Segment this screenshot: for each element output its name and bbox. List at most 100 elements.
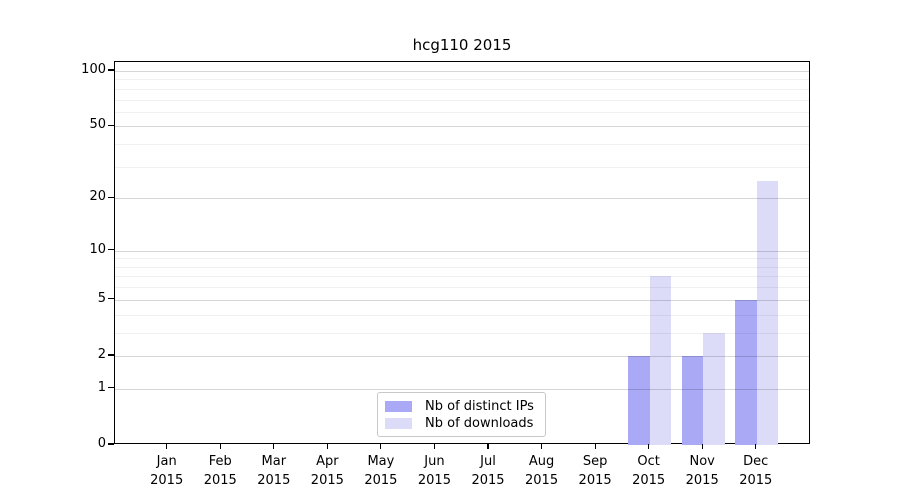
x-axis-tick-mark-jan-2015 [166,444,168,449]
y-axis-tick-label-10: 10 [89,241,106,257]
y-gridline-major-5 [115,299,809,301]
y-axis-tick-label-0: 0 [97,436,106,451]
y-axis-tick-label-5: 5 [97,290,106,306]
x-axis-tick-label-line: 2015 [150,473,184,488]
x-axis-tick-mark-sep-2015 [594,444,596,449]
legend: Nb of distinct IPs Nb of downloads [377,392,546,437]
x-axis-tick-mark-jun-2015 [433,444,436,449]
grid-layer [115,62,809,443]
y-gridline-minor-80 [115,88,809,90]
plot-area [114,61,810,445]
x-axis-tick-label-line: 2015 [203,473,237,488]
y-axis-tick-mark-5 [108,298,114,300]
y-axis-tick-label-50: 50 [89,117,106,133]
x-axis-tick-label-line: Jun [424,454,445,469]
legend-label-distinct-ips: Nb of distinct IPs [425,399,534,414]
x-axis-tick-label-aug-2015: Aug 2015 [510,452,574,490]
x-axis-tick-label-line: Apr [316,454,339,469]
y-gridline-major-50 [115,126,809,128]
x-axis-tick-mark-jul-2015 [487,444,489,449]
legend-swatch-distinct-ips [385,401,412,412]
x-axis-tick-label-feb-2015: Feb 2015 [188,452,252,490]
x-axis-tick-label-line: 2015 [257,473,291,488]
x-axis-tick-label-line: 2015 [525,473,559,488]
y-gridline-major-1 [115,388,809,390]
y-axis-tick-mark-1 [108,387,114,389]
y-axis-tick-mark-10 [108,249,114,251]
x-axis-tick-label-line: Jan [156,454,177,469]
y-gridline-minor-3 [115,332,809,334]
x-axis-tick-label-line: 2015 [310,473,344,488]
x-axis-tick-mark-nov-2015 [701,444,703,449]
bars-layer [115,62,809,445]
y-gridline-minor-90 [115,79,809,81]
x-axis-tick-label-dec-2015: Dec 2015 [724,452,788,490]
y-gridline-minor-7 [115,276,809,278]
legend-label-downloads: Nb of downloads [425,416,534,431]
y-axis-tick-mark-0 [108,443,114,445]
x-axis-tick-label-line: 2015 [632,473,666,488]
y-gridline-minor-70 [115,99,809,101]
x-axis-tick-label-nov-2015: Nov 2015 [670,452,734,490]
y-gridline-minor-30 [115,166,809,168]
x-axis-tick-label-line: Aug [528,454,555,469]
x-axis-tick-label-line: Oct [637,454,660,469]
x-axis-tick-mark-aug-2015 [540,444,543,449]
x-axis-tick-mark-oct-2015 [648,444,650,449]
bar-distinct-ips-dec-2015 [735,299,757,445]
bar-distinct-ips-oct-2015 [628,355,650,445]
x-axis-tick-mark-apr-2015 [326,444,328,449]
y-gridline-minor-8 [115,266,809,268]
y-gridline-major-20 [115,198,809,200]
x-axis-tick-label-jan-2015: Jan 2015 [135,452,199,490]
bar-downloads-nov-2015 [703,332,725,445]
y-axis-tick-label-100: 100 [81,61,106,77]
x-axis-tick-label-mar-2015: Mar 2015 [242,452,306,490]
x-axis-tick-label-line: 2015 [739,473,773,488]
x-axis-tick-label-line: 2015 [471,473,505,488]
x-axis-tick-label-may-2015: May 2015 [349,452,413,490]
y-gridline-minor-4 [115,314,809,316]
y-gridline-major-100 [115,70,809,72]
y-axis-tick-mark-50 [108,124,114,126]
x-axis-tick-label-line: 2015 [364,473,398,488]
legend-item-distinct-ips: Nb of distinct IPs [385,398,537,415]
y-gridline-major-10 [115,250,809,252]
legend-swatch-downloads [385,418,412,429]
y-gridline-major-2 [115,355,809,357]
x-axis-tick-mark-may-2015 [380,444,382,449]
y-gridline-minor-6 [115,287,809,289]
y-gridline-minor-60 [115,111,809,113]
bar-downloads-oct-2015 [649,276,672,445]
x-axis-tick-label-line: Sep [582,454,608,469]
y-axis-tick-label-2: 2 [97,346,106,362]
bar-downloads-dec-2015 [756,180,779,445]
y-gridline-minor-9 [115,258,809,260]
y-axis-tick-label-20: 20 [89,189,106,205]
y-axis-tick-mark-100 [108,69,114,71]
legend-item-downloads: Nb of downloads [385,415,537,432]
y-gridline-minor-40 [115,144,809,146]
x-axis-tick-label-oct-2015: Oct 2015 [617,452,681,490]
y-axis-tick-label-1: 1 [97,379,106,395]
x-axis-tick-mark-mar-2015 [273,444,275,449]
x-axis-tick-label-line: May [367,454,395,469]
x-axis-tick-label-line: Dec [743,454,769,469]
bar-distinct-ips-nov-2015 [681,355,704,445]
x-axis-tick-label-line: Jul [480,454,496,469]
chart-title: hcg110 2015 [412,36,512,54]
x-axis-tick-label-line: Nov [689,454,715,469]
x-axis-tick-label-line: 2015 [417,473,451,488]
x-axis-tick-label-jun-2015: Jun 2015 [402,452,466,490]
x-axis-tick-label-line: 2015 [685,473,719,488]
x-axis-tick-label-sep-2015: Sep 2015 [563,452,627,490]
x-axis-tick-label-apr-2015: Apr 2015 [295,452,359,490]
x-axis-tick-label-jul-2015: Jul 2015 [456,452,520,490]
x-axis-tick-mark-feb-2015 [219,444,221,449]
x-axis-tick-label-line: Feb [208,454,232,469]
x-axis-tick-label-line: 2015 [578,473,612,488]
y-axis-tick-mark-2 [108,354,114,356]
y-axis-tick-mark-20 [108,196,114,198]
x-axis-tick-label-line: Mar [261,454,287,469]
